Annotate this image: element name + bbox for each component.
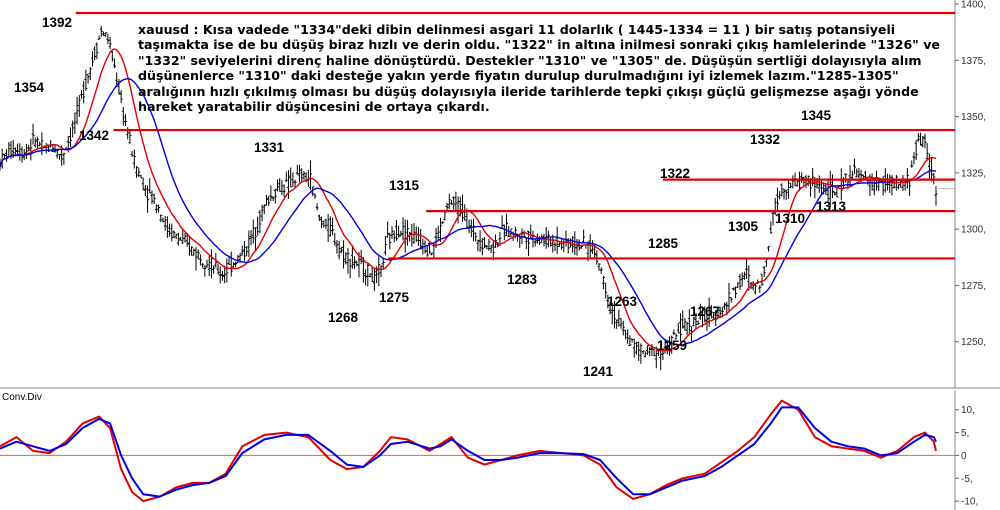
annotation-line: aralığının hızlı çıkılmış olması bu düşü… (138, 83, 919, 99)
level-label: 1322 (660, 166, 690, 181)
level-label: 1315 (389, 178, 420, 193)
indicator-title: Conv.Div (2, 392, 42, 403)
level-label: 1342 (79, 128, 109, 143)
level-label: 1331 (254, 140, 285, 155)
indicator-tick-label: -5, (961, 474, 973, 485)
annotation-line: "1332" seviyelerini direnç haline dönüşt… (138, 52, 922, 68)
price-tick-label: 1325, (961, 168, 986, 179)
level-label: 1285 (648, 236, 679, 251)
level-label: 1259 (657, 338, 687, 353)
indicator-tick-label: 0 (961, 451, 967, 462)
indicator-red-line (0, 399, 937, 503)
annotation-line: xauusd : Kısa vadede "1334"deki dibin de… (138, 22, 896, 37)
level-label: 1332 (750, 132, 780, 147)
price-bars (0, 25, 938, 371)
indicator-blue-line (0, 406, 937, 498)
analysis-annotation: xauusd : Kısa vadede "1334"deki dibin de… (138, 22, 958, 114)
annotation-line: düşünenlerce "1310" daki desteğe yakın y… (138, 68, 899, 84)
level-label: 1263 (607, 294, 638, 309)
level-label: 1267 (690, 304, 720, 319)
price-tick-label: 1300, (961, 225, 986, 236)
annotation-line: taşımakta ise de bu düşüş biraz hızlı ve… (138, 37, 940, 53)
level-label: 1268 (328, 310, 359, 325)
slow-moving-average (0, 77, 937, 346)
level-label: 1313 (816, 199, 847, 214)
indicator-tick-label: -10, (961, 497, 978, 508)
price-tick-label: 1400, (961, 0, 986, 11)
level-label: 1345 (801, 108, 832, 123)
indicator-tick-label: 10, (961, 405, 975, 416)
level-label: 1310 (775, 211, 805, 226)
level-label: 1305 (728, 219, 759, 234)
level-label: 1283 (507, 272, 538, 287)
price-tick-label: 1375, (961, 56, 986, 67)
level-label: 1275 (379, 290, 410, 305)
level-label: 1354 (14, 80, 45, 95)
annotation-line: hareket yaratabilir düşüncesini de ortay… (138, 99, 490, 115)
price-tick-label: 1350, (961, 112, 986, 123)
indicator-tick-label: 5, (961, 428, 969, 439)
level-label: 1392 (42, 15, 72, 30)
price-tick-label: 1250, (961, 337, 986, 348)
level-label: 1241 (583, 364, 614, 379)
price-tick-label: 1275, (961, 281, 986, 292)
